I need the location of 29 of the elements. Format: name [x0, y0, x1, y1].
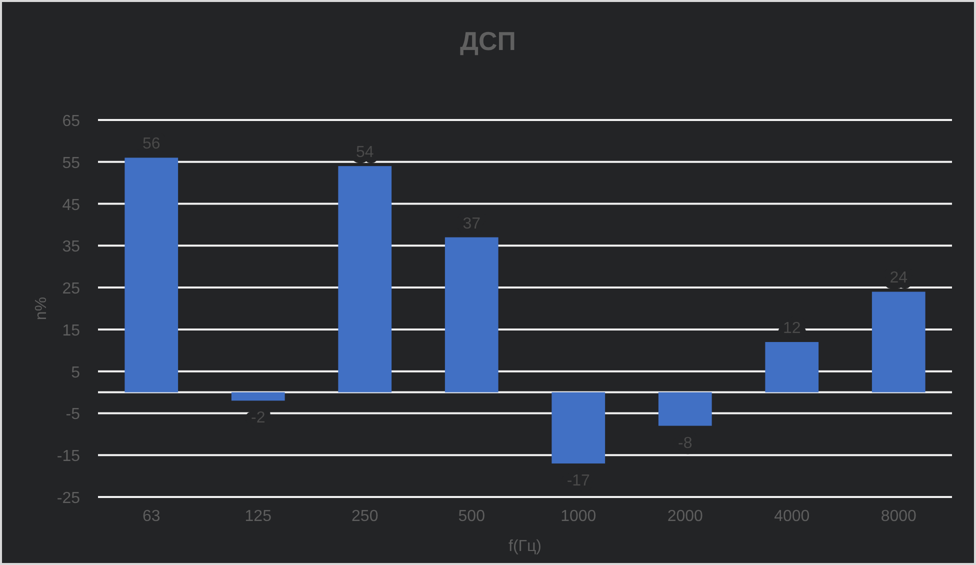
y-tick-label: -15 — [56, 448, 80, 466]
x-tick-label: 500 — [458, 508, 486, 525]
x-tick-label: 2000 — [667, 508, 704, 525]
bar — [658, 392, 712, 426]
y-tick-label: 65 — [62, 113, 80, 130]
y-tick-label: -25 — [56, 490, 80, 507]
bar — [338, 166, 392, 392]
y-tick-label: 35 — [62, 238, 80, 256]
chart-title: ДСП — [460, 26, 516, 56]
y-tick-label: 25 — [62, 280, 80, 298]
bar — [231, 392, 285, 401]
x-tick-label: 63 — [142, 508, 160, 525]
bar — [444, 237, 498, 392]
y-tick-label: 55 — [62, 154, 80, 172]
bar — [872, 292, 926, 392]
x-tick-label: 125 — [244, 508, 272, 525]
y-axis-title: n% — [33, 296, 50, 320]
bar — [552, 392, 606, 464]
x-tick-label: 1000 — [560, 508, 596, 525]
bar — [765, 342, 819, 392]
y-tick-label: -5 — [66, 406, 80, 424]
y-tick-label: 15 — [62, 322, 80, 340]
x-axis-title: f(Гц) — [508, 538, 542, 555]
x-tick-label: 8000 — [880, 508, 917, 525]
x-tick-label: 4000 — [774, 508, 810, 525]
bar — [124, 158, 178, 392]
x-tick-label: 250 — [352, 508, 378, 525]
y-tick-label: 5 — [71, 364, 80, 382]
y-tick-label: 45 — [62, 196, 80, 214]
